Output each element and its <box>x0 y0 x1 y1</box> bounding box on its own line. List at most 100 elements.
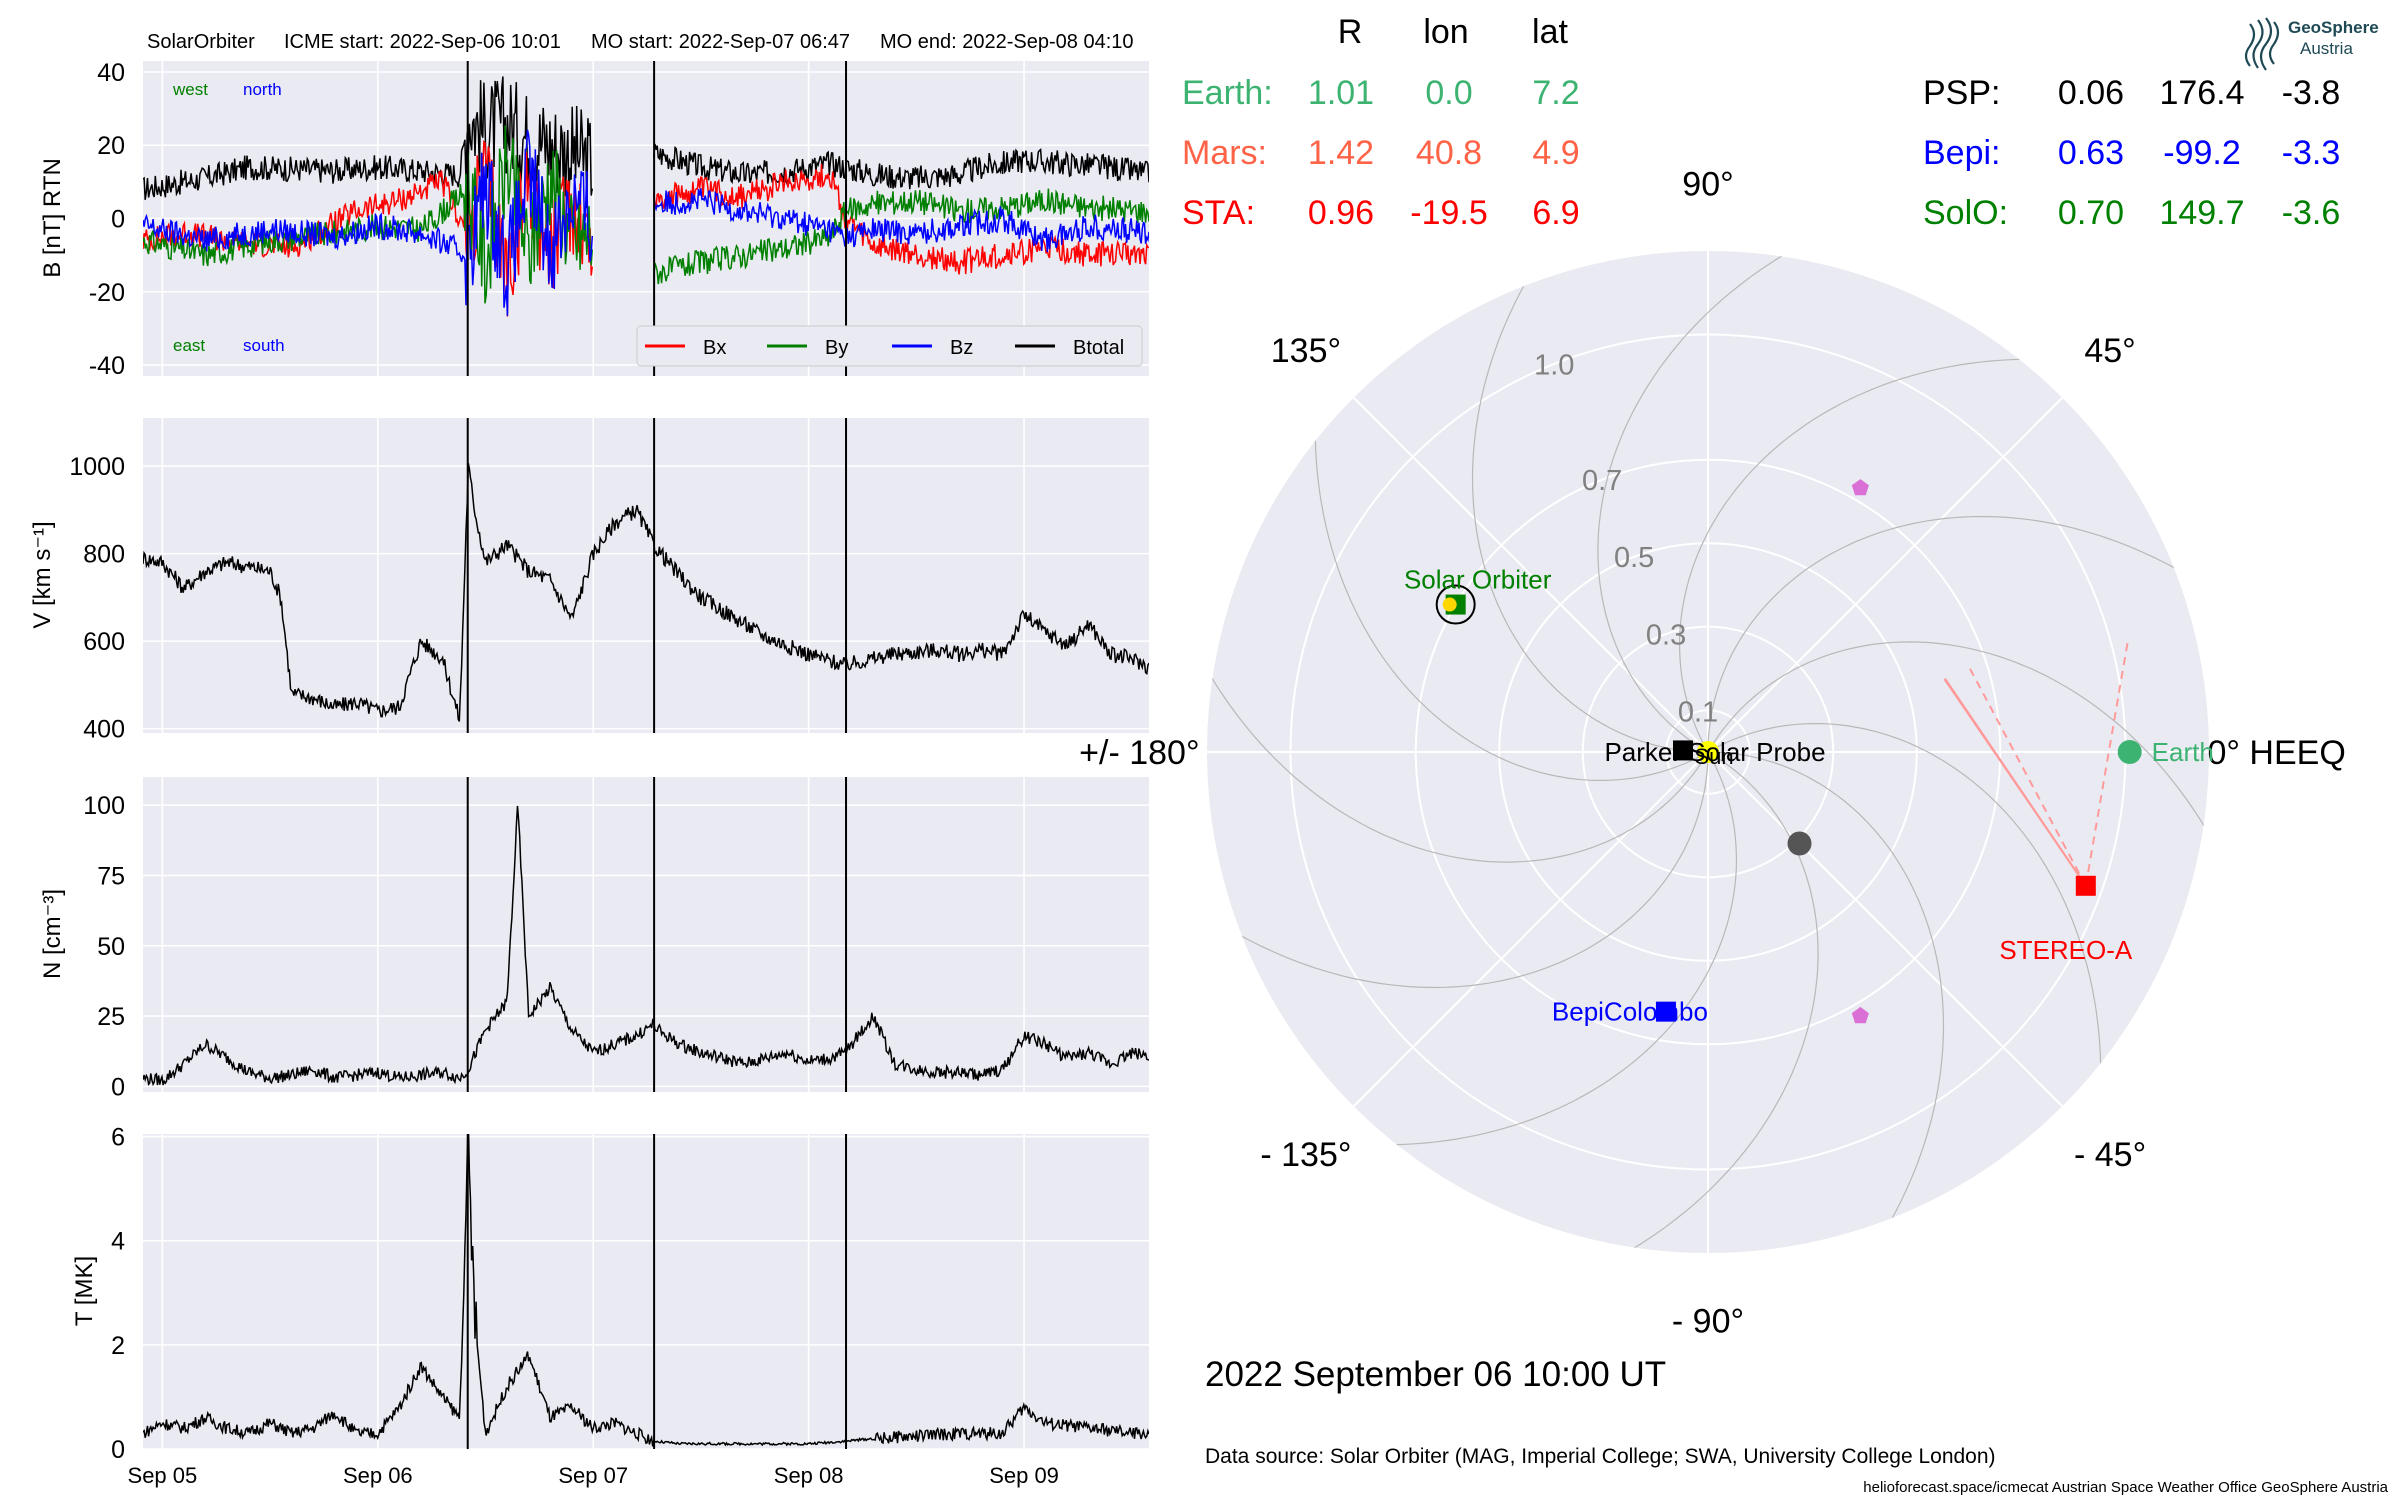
row-lat: 4.9 <box>1532 134 1579 172</box>
angular-gridline <box>1707 397 2063 753</box>
y-tick-label: 2 <box>111 1332 125 1360</box>
angle-label: - 90° <box>1672 1303 1744 1341</box>
spiral-line <box>1575 751 1819 1253</box>
angle-label: +/- 180° <box>1079 734 1199 772</box>
radial-tick-label: 0.7 <box>1582 465 1622 497</box>
positions-table: R lon lat Earth: 1.01 0.0 7.2 Mars: 1.42 40.8 4… <box>1182 13 2340 232</box>
y-tick-label: 600 <box>83 628 125 656</box>
body-marker-pentagon <box>1851 1006 1869 1024</box>
solo-ring <box>1435 584 1476 625</box>
row-lon: 149.7 <box>2159 194 2244 232</box>
row-r: 0.96 <box>1308 194 1374 232</box>
row-lon: 176.4 <box>2159 74 2244 112</box>
grid <box>143 61 1149 376</box>
angle-label: - 45° <box>2074 1136 2146 1174</box>
icme-start-label: ICME start: 2022-Sep-06 10:01 <box>284 31 561 53</box>
y-tick-labels: 0 2 4 6 <box>111 1124 125 1464</box>
y-tick-label: 100 <box>83 792 125 820</box>
spiral-line <box>1679 358 2086 753</box>
spiral-line <box>1207 619 1709 863</box>
series-line-t <box>143 1134 1149 1447</box>
geosphere-logo: GeoSphere Austria <box>2244 17 2379 71</box>
y-tick-label: 800 <box>83 541 125 569</box>
row-name: SolO: <box>1923 194 2008 232</box>
spiral-line <box>1707 751 1945 1253</box>
x-tick-label: Sep 08 <box>774 1463 844 1488</box>
grid <box>143 1134 1149 1450</box>
grid <box>143 418 1149 733</box>
radial-tick-label: 1.0 <box>1534 349 1574 381</box>
event-lines <box>466 61 848 376</box>
body-marker-circle <box>2117 740 2142 764</box>
series-line-bz <box>143 129 1149 316</box>
y-tick-label: 50 <box>97 933 125 961</box>
angle-label: 90° <box>1682 165 1733 203</box>
x-tick-label: Sep 06 <box>343 1463 413 1488</box>
legend-label: By <box>825 337 848 359</box>
polar-grid <box>1207 251 2209 1253</box>
body-markers: Sun Earth STEREO-A Parker Solar Probe BepiCo… <box>1404 479 2214 1027</box>
radial-tick-label: 0.1 <box>1678 696 1718 728</box>
row-lon: -99.2 <box>2163 134 2241 172</box>
body-marker-pentagon <box>1851 479 1869 496</box>
series-group <box>143 1134 1149 1447</box>
table-row: Bepi: 0.63 -99.2 -3.3 <box>1923 134 2340 172</box>
angle-label: 135° <box>1271 332 1341 370</box>
x-tick-label: Sep 09 <box>989 1463 1059 1488</box>
table-row: Earth: 1.01 0.0 7.2 <box>1182 74 1580 112</box>
panel-background <box>143 777 1149 1092</box>
fov-line <box>1943 678 2087 887</box>
y-tick-label: 0 <box>111 1436 125 1464</box>
body-marker-square <box>2075 875 2096 896</box>
event-lines <box>466 1134 848 1449</box>
x-tick-label: Sep 05 <box>128 1463 198 1488</box>
density-panel: 0 25 50 75 100 N [cm⁻³] <box>39 777 1149 1101</box>
y-tick-label: 20 <box>97 132 125 160</box>
series-line-n <box>143 805 1149 1087</box>
legend-items: Bx By Bz Btotal <box>645 337 1124 359</box>
mo-start-label: MO start: 2022-Sep-07 06:47 <box>591 31 850 53</box>
date-label: 2022 September 06 10:00 UT <box>1205 1355 1666 1394</box>
table-rows: Earth: 1.01 0.0 7.2 Mars: 1.42 40.8 4.9 STA: 0.96… <box>1182 74 2340 232</box>
angular-gridline <box>1707 751 2063 1107</box>
legend-label: Bx <box>703 337 726 359</box>
logo-line1: GeoSphere <box>2288 18 2379 37</box>
row-lat: -3.8 <box>2282 74 2341 112</box>
y-tick-label: 0 <box>111 1073 125 1101</box>
y-axis-label: N [cm⁻³] <box>39 889 66 979</box>
col-header-lon: lon <box>1423 13 1468 51</box>
spiral-line <box>1314 374 1709 781</box>
y-tick-label: 400 <box>83 716 125 744</box>
y-tick-label: 25 <box>97 1003 125 1031</box>
y-axis-label: B [nT] RTN <box>39 158 66 278</box>
east-annotation: east <box>173 336 205 355</box>
series-group <box>143 463 1149 722</box>
row-name: STA: <box>1182 194 1255 232</box>
spiral-line <box>1207 751 1709 989</box>
geosphere-logo-mark <box>2244 17 2280 71</box>
mo-end-label: MO end: 2022-Sep-08 04:10 <box>880 31 1134 53</box>
row-r: 0.70 <box>2058 194 2124 232</box>
x-tick-label: Sep 07 <box>558 1463 628 1488</box>
row-lat: 6.9 <box>1532 194 1579 232</box>
y-tick-label: 0 <box>111 206 125 234</box>
radial-tick-labels: 0.1 0.3 0.5 0.7 1.0 <box>1534 349 1718 728</box>
west-annotation: west <box>172 80 208 99</box>
row-lat: 7.2 <box>1532 74 1579 112</box>
series-line-v <box>143 463 1149 722</box>
spiral-line <box>1707 641 2209 885</box>
solo-sun-dot <box>1442 597 1457 612</box>
table-row: Mars: 1.42 40.8 4.9 <box>1182 134 1580 172</box>
angle-labels: 0° HEEQ 45° 90° 135° +/- 180° - 135° - 90° - 45… <box>1079 165 2346 1340</box>
row-r: 1.42 <box>1308 134 1374 172</box>
row-name: Earth: <box>1182 74 1273 112</box>
radial-tick-label: 0.3 <box>1646 619 1686 651</box>
row-lat: -3.3 <box>2282 134 2341 172</box>
south-annotation: south <box>243 336 285 355</box>
row-lon: -19.5 <box>1410 194 1488 232</box>
y-tick-label: 75 <box>97 862 125 890</box>
row-name: Mars: <box>1182 134 1267 172</box>
body-label: STEREO-A <box>1999 935 2133 965</box>
series-group <box>143 76 1149 317</box>
